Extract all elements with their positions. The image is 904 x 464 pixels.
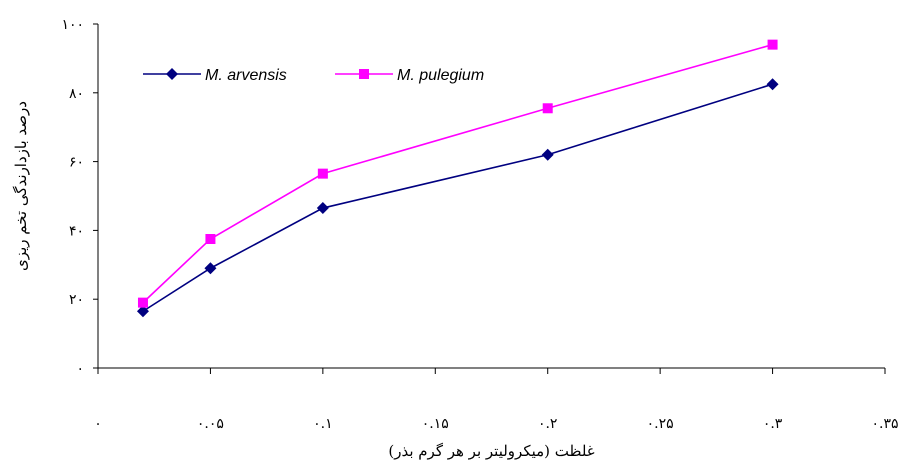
x-axis-title: غلظت (میکرولیتر بر هر گرم بذر): [388, 442, 594, 460]
series-line: [142, 83, 773, 312]
x-tick-label: ۰.۲: [538, 416, 558, 432]
series-m-pulegium: [137, 39, 778, 308]
legend-label: M. arvensis: [205, 67, 287, 84]
y-tick-label: ۶۰: [69, 155, 84, 171]
data-point: [542, 103, 553, 114]
y-tick-label: ۲۰: [69, 292, 84, 308]
x-tick-label: ۰.۱: [313, 416, 333, 432]
x-tick-label: ۰: [94, 416, 102, 432]
legend: M. arvensis M. pulegium: [143, 67, 484, 84]
y-axis-title: درصد بازدارندگی تخم ریزی: [12, 101, 30, 271]
x-ticks: ۰ ۰.۰۵ ۰.۱ ۰.۱۵ ۰.۲ ۰.۲۵ ۰.۳ ۰.۳۵: [94, 368, 899, 432]
legend-marker: [359, 69, 369, 79]
x-tick-label: ۰.۳۵: [871, 416, 898, 432]
data-point: [205, 234, 216, 244]
data-point: [316, 202, 329, 215]
y-tick-label: ۰: [76, 361, 84, 377]
data-point: [541, 148, 554, 161]
x-tick-label: ۰.۰۵: [197, 416, 224, 432]
x-tick-label: ۰.۳: [763, 416, 783, 432]
legend-item: M. pulegium: [335, 67, 484, 84]
x-tick-label: ۰.۲۵: [647, 416, 674, 432]
axes: [97, 24, 885, 369]
data-point: [204, 262, 217, 275]
y-tick-label: ۱۰۰: [61, 17, 84, 33]
series-layer: [136, 39, 779, 318]
legend-marker: [166, 68, 178, 80]
y-tick-label: ۴۰: [69, 223, 84, 239]
data-point: [136, 305, 149, 318]
data-point: [767, 39, 778, 50]
data-point: [317, 168, 328, 179]
legend-label: M. pulegium: [397, 67, 484, 84]
data-point: [137, 297, 148, 308]
data-point: [766, 78, 779, 91]
y-tick-label: ۸۰: [69, 86, 84, 102]
y-ticks: ۰ ۲۰ ۴۰ ۶۰ ۸۰ ۱۰۰: [61, 17, 98, 377]
series-m-arvensis: [136, 78, 779, 318]
legend-item: M. arvensis: [143, 67, 287, 84]
x-tick-label: ۰.۱۵: [422, 416, 449, 432]
